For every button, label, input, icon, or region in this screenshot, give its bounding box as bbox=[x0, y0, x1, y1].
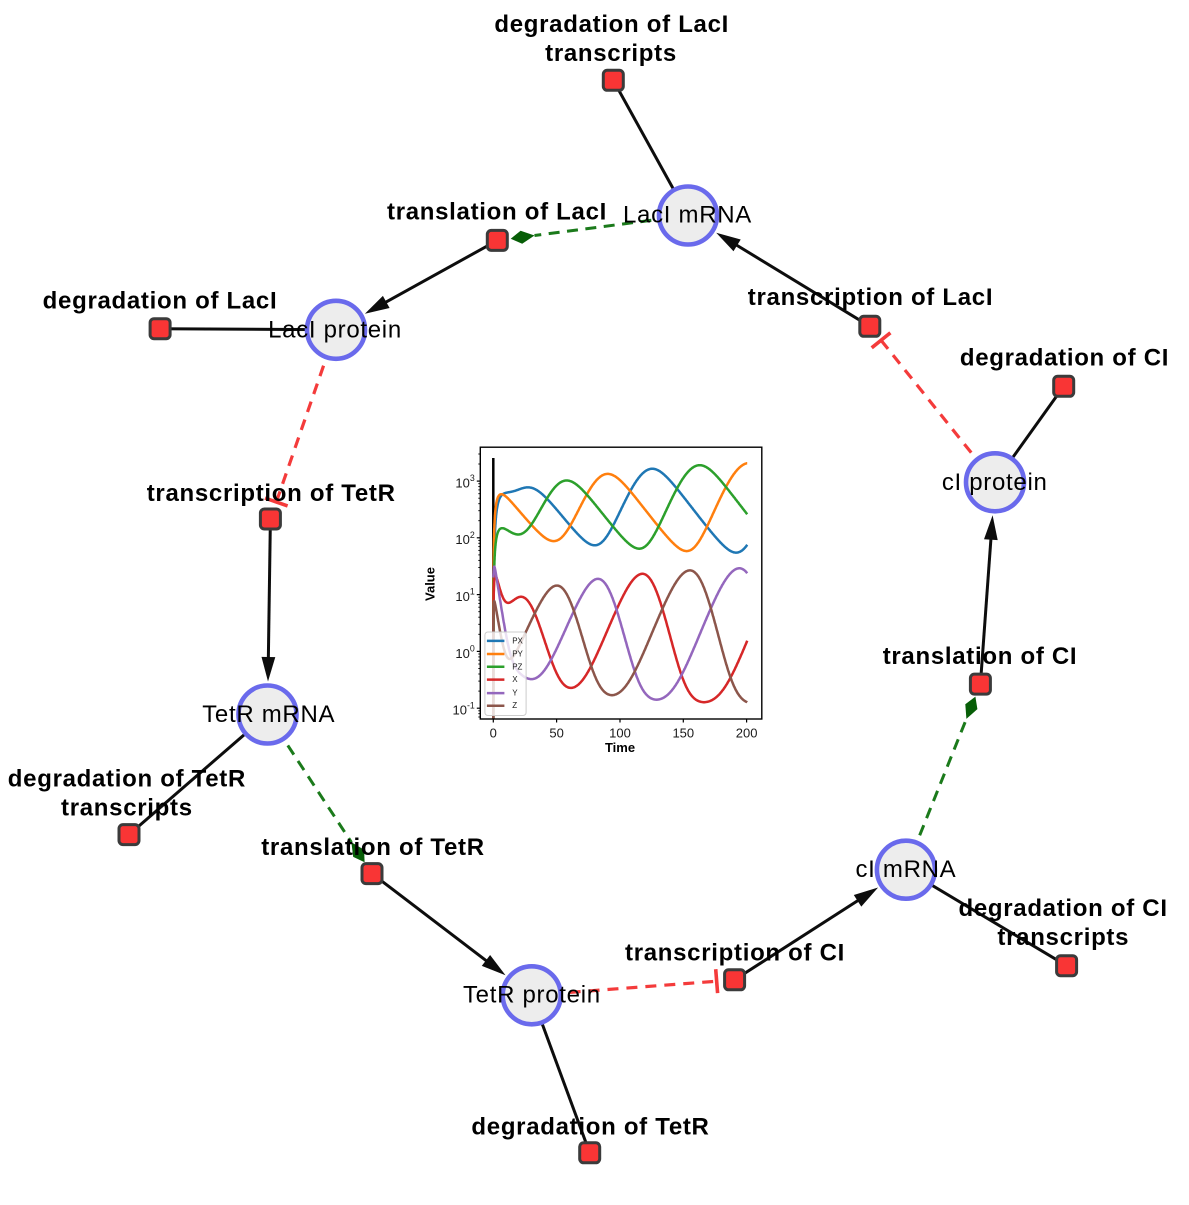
svg-text:TetR protein: TetR protein bbox=[463, 982, 601, 1009]
svg-text:PZ: PZ bbox=[512, 662, 522, 671]
svg-text:50: 50 bbox=[549, 725, 563, 740]
svg-text:TetR mRNA: TetR mRNA bbox=[202, 701, 335, 728]
svg-text:Y: Y bbox=[512, 689, 518, 698]
svg-text:transcription of TetR: transcription of TetR bbox=[147, 480, 396, 507]
svg-text:LacI mRNA: LacI mRNA bbox=[623, 202, 752, 229]
svg-text:translation of CI: translation of CI bbox=[883, 643, 1078, 670]
svg-text:X: X bbox=[512, 675, 518, 684]
svg-text:degradation of TetR: degradation of TetR bbox=[8, 766, 246, 793]
svg-text:degradation of TetR: degradation of TetR bbox=[471, 1113, 709, 1140]
svg-text:200: 200 bbox=[736, 725, 758, 740]
svg-text:Time: Time bbox=[605, 740, 635, 755]
svg-text:PY: PY bbox=[512, 650, 523, 659]
svg-text:degradation of LacI: degradation of LacI bbox=[494, 11, 729, 38]
svg-text:cI mRNA: cI mRNA bbox=[855, 856, 956, 883]
svg-text:transcripts: transcripts bbox=[997, 924, 1129, 951]
svg-text:LacI protein: LacI protein bbox=[268, 316, 402, 343]
svg-text:transcription of CI: transcription of CI bbox=[625, 940, 845, 967]
svg-text:cI protein: cI protein bbox=[942, 469, 1048, 496]
svg-text:degradation of CI: degradation of CI bbox=[960, 345, 1169, 372]
svg-text:100: 100 bbox=[609, 725, 631, 740]
svg-text:150: 150 bbox=[672, 725, 694, 740]
svg-text:PX: PX bbox=[512, 636, 523, 645]
svg-text:degradation of LacI: degradation of LacI bbox=[43, 288, 278, 315]
svg-text:Z: Z bbox=[512, 701, 517, 710]
svg-text:translation of LacI: translation of LacI bbox=[387, 199, 607, 226]
svg-text:transcripts: transcripts bbox=[545, 40, 677, 67]
svg-text:degradation of CI: degradation of CI bbox=[958, 895, 1167, 922]
svg-text:transcription of LacI: transcription of LacI bbox=[748, 284, 993, 311]
svg-text:Value: Value bbox=[423, 567, 438, 601]
svg-text:translation of TetR: translation of TetR bbox=[261, 834, 485, 861]
svg-text:transcripts: transcripts bbox=[61, 795, 193, 822]
svg-text:0: 0 bbox=[490, 725, 497, 740]
